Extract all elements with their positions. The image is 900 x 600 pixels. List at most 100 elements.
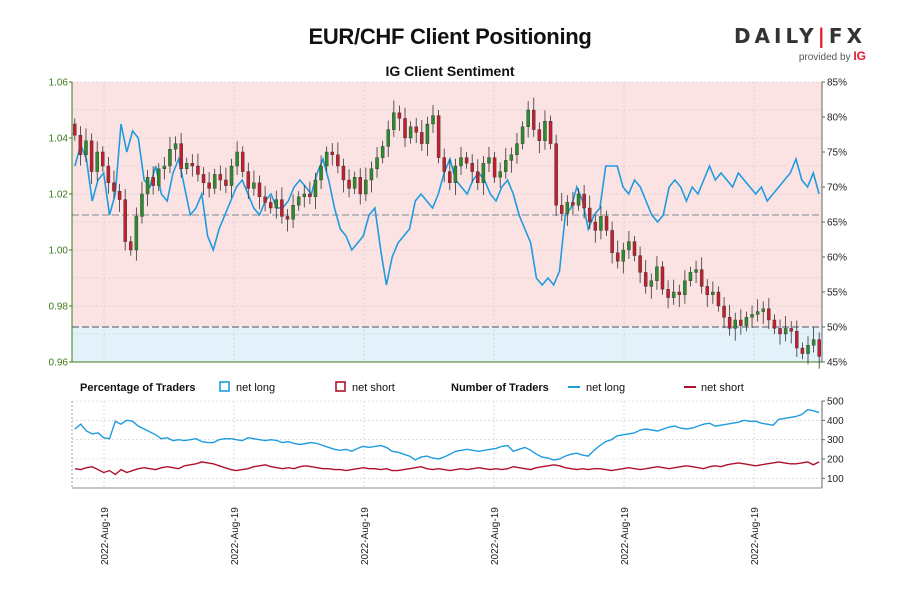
brand-logo-right: FX: [828, 24, 866, 48]
candle-down: [246, 171, 251, 189]
provided-by-ig: provided by IG: [734, 49, 866, 63]
candle-down: [179, 143, 183, 170]
price-tick-label: 0.98: [49, 302, 69, 313]
candle-down: [358, 176, 362, 195]
candle-down: [789, 328, 793, 332]
candle-up: [431, 115, 435, 125]
candle-down: [101, 151, 105, 167]
candle-up: [369, 168, 374, 181]
candle-down: [593, 221, 598, 231]
sentiment-tick-label: 65%: [827, 218, 847, 229]
candle-down: [587, 207, 592, 223]
date-tick-label: 2022-Aug-19: [230, 507, 241, 565]
date-tick-label: 2022-Aug-19: [360, 507, 371, 565]
candle-up: [425, 123, 430, 144]
date-tick-label: 2022-Aug-19: [100, 507, 111, 565]
count-net-long-line: [74, 408, 820, 461]
chart-subtitle: IG Client Sentiment: [385, 63, 515, 79]
sentiment-tick-label: 45%: [827, 358, 847, 369]
candle-up: [688, 272, 693, 281]
legend-num-short-label: net short: [701, 382, 744, 394]
candle-down: [548, 120, 553, 144]
candle-up: [755, 311, 760, 315]
candle-down: [722, 305, 726, 318]
candle-up: [487, 157, 491, 164]
candle-down: [280, 199, 284, 217]
candle-down: [257, 182, 262, 198]
sentiment-net-long-line: [74, 123, 820, 287]
dailyfx-logo[interactable]: DAILY|FX provided by IG: [734, 24, 866, 63]
candle-up: [783, 328, 788, 335]
candle-down: [666, 289, 670, 298]
candle-down: [207, 182, 211, 189]
candle-down: [632, 241, 637, 256]
candle-down: [604, 216, 609, 231]
candle-up: [386, 129, 390, 147]
candle-down: [739, 319, 743, 326]
candle-up: [811, 339, 816, 346]
candle-down: [268, 202, 273, 209]
candle-up: [140, 193, 144, 217]
price-tick-label: 0.96: [49, 358, 69, 369]
count-tick-label: 100: [827, 474, 844, 485]
candle-down: [403, 118, 407, 139]
candle-up: [157, 168, 161, 186]
price-tick-label: 1.04: [49, 134, 69, 145]
candle-down: [397, 112, 402, 119]
legend-pct-short-label: net short: [352, 382, 395, 394]
count-tick-label: 300: [827, 435, 844, 446]
candle-up: [459, 157, 463, 167]
candle-down: [190, 162, 195, 167]
candle-down: [420, 132, 424, 144]
candle-up: [352, 176, 357, 189]
candle-up: [319, 165, 323, 181]
candle-down: [436, 115, 441, 158]
candle-up: [649, 280, 654, 287]
candle-down: [341, 165, 346, 181]
candle-down: [263, 196, 267, 203]
candle-up: [168, 148, 172, 167]
candle-down: [767, 308, 771, 321]
candle-down: [532, 109, 536, 130]
candle-up: [145, 176, 150, 195]
candle-up: [683, 280, 687, 295]
candle-down: [117, 190, 122, 200]
price-tick-label: 1.06: [49, 78, 69, 89]
candle-down: [448, 171, 452, 184]
candle-up: [212, 174, 217, 189]
count-tick-label: 500: [827, 397, 844, 408]
ig-logo: IG: [853, 49, 866, 63]
sentiment-tick-label: 60%: [827, 253, 847, 264]
candle-up: [84, 140, 88, 156]
candle-down: [414, 126, 418, 133]
candle-up: [324, 151, 329, 167]
candle-up: [576, 193, 581, 206]
sentiment-tick-label: 85%: [827, 78, 847, 89]
candle-down: [89, 140, 94, 172]
candle-up: [526, 109, 530, 127]
long-zone-background: [72, 327, 822, 362]
candle-up: [380, 146, 385, 158]
candle-up: [291, 204, 295, 220]
candle-down: [492, 157, 497, 178]
short-zone-background: [72, 82, 822, 327]
candle-down: [559, 204, 564, 214]
sentiment-tick-label: 70%: [827, 183, 847, 194]
candle-up: [621, 249, 626, 262]
legend-pct-long-label: net long: [236, 382, 275, 394]
candle-up: [655, 266, 659, 281]
candle-down: [699, 269, 704, 287]
candle-down: [610, 230, 614, 253]
candle-down: [240, 151, 245, 172]
candle-up: [498, 171, 502, 178]
candle-down: [571, 202, 575, 206]
candle-up: [229, 165, 234, 186]
brand-logo-bar: |: [817, 24, 829, 48]
candle-up: [408, 126, 413, 139]
candle-up: [162, 165, 167, 169]
candle-up: [296, 196, 301, 206]
candle-up: [520, 126, 525, 144]
legend-num-long-label: net long: [586, 382, 625, 394]
candle-down: [218, 174, 223, 181]
candle-up: [134, 216, 139, 251]
